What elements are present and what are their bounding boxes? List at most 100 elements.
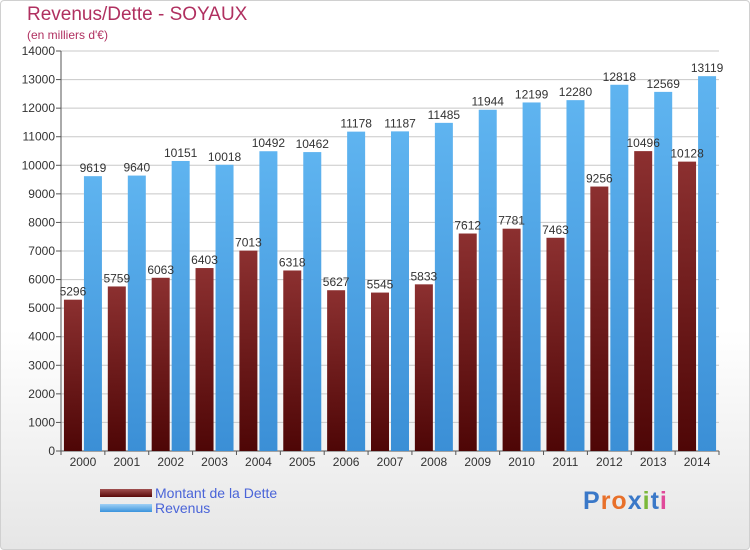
y-tick-label: 11000 <box>23 130 56 144</box>
data-label-dette: 5296 <box>60 285 87 299</box>
x-tick-label: 2011 <box>553 455 579 469</box>
bar-dette <box>634 151 653 451</box>
bar-dette <box>195 268 214 451</box>
bar-revenus <box>171 160 190 451</box>
y-tick-label: 7000 <box>28 244 55 258</box>
data-label-dette: 7612 <box>454 219 481 233</box>
bar-dette <box>63 299 82 451</box>
bar-revenus <box>434 122 453 451</box>
data-label-dette: 7463 <box>542 223 569 237</box>
logo-letter: t <box>650 487 660 515</box>
x-tick-label: 2013 <box>640 455 667 469</box>
y-tick-label: 0 <box>48 444 55 458</box>
logo-letter: x <box>627 487 643 515</box>
x-tick-label: 2009 <box>464 455 491 469</box>
data-label-dette: 5545 <box>367 278 394 292</box>
x-tick-label: 2001 <box>113 455 140 469</box>
y-tick-label: 13000 <box>22 73 56 87</box>
bar-revenus <box>478 109 497 451</box>
bar-revenus <box>215 164 234 451</box>
bar-dette <box>678 161 697 451</box>
data-label-revenus: 11944 <box>471 95 504 109</box>
legend-label-revenus: Revenus <box>155 500 211 516</box>
x-tick-label: 2000 <box>70 455 97 469</box>
legend-label-dette: Montant de la Dette <box>155 485 278 501</box>
x-tick-label: 2004 <box>245 455 272 469</box>
data-label-dette: 5627 <box>323 275 350 289</box>
y-tick-label: 2000 <box>28 387 55 401</box>
bar-dette <box>151 277 170 451</box>
bar-dette <box>327 290 346 451</box>
data-label-revenus: 10018 <box>208 150 242 164</box>
x-tick-label: 2006 <box>333 455 360 469</box>
bar-dette <box>107 286 126 451</box>
data-label-dette: 6063 <box>147 263 174 277</box>
bar-dette <box>283 270 302 451</box>
data-label-revenus: 9619 <box>80 161 107 175</box>
bar-revenus <box>127 175 146 452</box>
x-tick-label: 2007 <box>377 455 404 469</box>
data-label-dette: 10496 <box>627 136 661 150</box>
y-tick-label: 1000 <box>28 415 55 429</box>
data-label-revenus: 10462 <box>296 137 330 151</box>
bar-dette <box>458 233 477 451</box>
data-label-dette: 5833 <box>411 269 438 283</box>
y-tick-label: 8000 <box>28 215 55 229</box>
bar-dette <box>414 284 433 451</box>
bar-revenus <box>654 91 673 451</box>
data-label-dette: 10128 <box>670 147 704 161</box>
data-label-revenus: 9640 <box>123 161 150 175</box>
data-label-revenus: 11178 <box>340 117 372 131</box>
bar-revenus <box>83 176 102 451</box>
logo-letter: o <box>611 487 628 515</box>
legend-swatch-dette <box>100 489 152 497</box>
bar-revenus <box>610 84 629 452</box>
bar-revenus <box>259 151 278 451</box>
data-label-revenus: 13119 <box>691 61 724 75</box>
legend-swatch-revenus <box>100 504 152 512</box>
proxiti-logo: Proxiti <box>583 487 668 516</box>
data-label-dette: 6318 <box>279 255 306 269</box>
bar-revenus <box>347 131 366 451</box>
bar-revenus <box>303 152 322 452</box>
bar-revenus <box>522 102 541 451</box>
chart-subtitle: (en milliers d'€) <box>27 28 108 42</box>
data-label-revenus: 12569 <box>647 77 681 91</box>
y-tick-label: 4000 <box>28 330 55 344</box>
x-tick-label: 2002 <box>157 455 184 469</box>
data-label-revenus: 11485 <box>428 108 461 122</box>
y-tick-label: 5000 <box>28 301 55 315</box>
bar-dette <box>371 292 389 451</box>
data-label-dette: 9256 <box>586 172 613 186</box>
logo-letter: P <box>583 487 601 515</box>
y-tick-label: 6000 <box>28 273 55 287</box>
x-tick-label: 2003 <box>201 455 228 469</box>
x-tick-label: 2008 <box>421 455 448 469</box>
data-label-revenus: 10492 <box>252 136 286 150</box>
bar-dette <box>239 250 258 451</box>
bar-revenus <box>566 100 585 452</box>
data-label-dette: 7781 <box>498 214 525 228</box>
logo-letter: r <box>600 487 612 515</box>
x-tick-label: 2014 <box>684 455 711 469</box>
data-label-dette: 6403 <box>191 253 218 267</box>
y-tick-label: 3000 <box>28 358 55 372</box>
bar-revenus <box>698 76 717 452</box>
y-tick-label: 12000 <box>22 101 56 115</box>
y-tick-label: 9000 <box>28 187 55 201</box>
bar-dette <box>546 237 565 451</box>
y-tick-label: 14000 <box>22 44 56 58</box>
y-tick-label: 10000 <box>22 158 56 172</box>
x-tick-label: 2005 <box>289 455 316 469</box>
chart-title: Revenus/Dette - SOYAUX <box>27 4 248 25</box>
data-label-revenus: 12199 <box>515 87 549 101</box>
data-label-dette: 7013 <box>235 236 262 250</box>
logo-letter: i <box>642 487 651 515</box>
x-tick-label: 2012 <box>596 455 623 469</box>
data-label-revenus: 12818 <box>603 70 637 84</box>
bar-revenus <box>391 131 409 451</box>
data-label-revenus: 11187 <box>384 116 416 130</box>
data-label-revenus: 10151 <box>164 146 198 160</box>
logo-letter: i <box>659 487 668 515</box>
